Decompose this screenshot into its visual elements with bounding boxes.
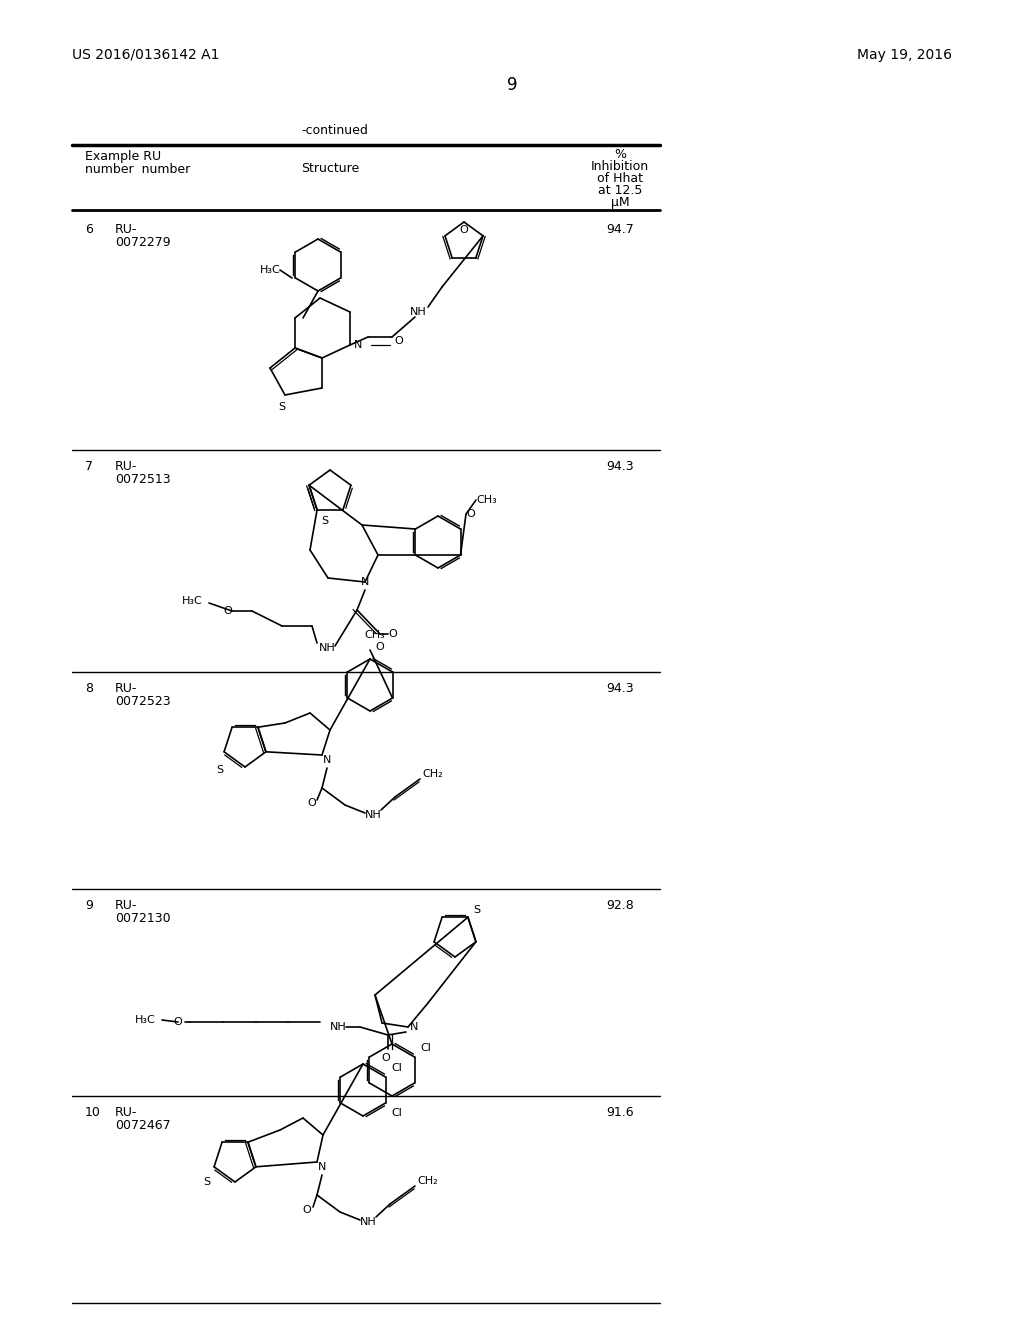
Text: RU-: RU- [115, 223, 137, 236]
Text: Cl: Cl [420, 1043, 431, 1053]
Text: N: N [410, 1022, 419, 1032]
Text: N: N [354, 341, 362, 350]
Text: RU-: RU- [115, 899, 137, 912]
Text: O: O [382, 1053, 390, 1063]
Text: O: O [375, 642, 384, 652]
Text: Cl: Cl [391, 1063, 401, 1073]
Text: S: S [322, 516, 329, 525]
Text: 0072279: 0072279 [115, 236, 171, 249]
Text: H₃C: H₃C [135, 1015, 156, 1026]
Text: 0072513: 0072513 [115, 473, 171, 486]
Text: US 2016/0136142 A1: US 2016/0136142 A1 [72, 48, 219, 62]
Text: -continued: -continued [301, 124, 369, 136]
Text: RU-: RU- [115, 459, 137, 473]
Text: O: O [303, 1205, 311, 1214]
Text: CH₂: CH₂ [422, 770, 442, 779]
Text: Inhibition: Inhibition [591, 160, 649, 173]
Text: O: O [174, 1016, 182, 1027]
Text: O: O [388, 630, 396, 639]
Text: 6: 6 [85, 223, 93, 236]
Text: 94.7: 94.7 [606, 223, 634, 236]
Text: NH: NH [359, 1217, 377, 1228]
Text: RU-: RU- [115, 1106, 137, 1119]
Text: 10: 10 [85, 1106, 101, 1119]
Text: number  number: number number [85, 162, 190, 176]
Text: S: S [279, 403, 286, 412]
Text: CH₃: CH₃ [476, 495, 497, 506]
Text: Structure: Structure [301, 161, 359, 174]
Text: S: S [216, 766, 223, 775]
Text: 0072130: 0072130 [115, 912, 171, 925]
Text: N: N [317, 1162, 327, 1172]
Text: 94.3: 94.3 [606, 459, 634, 473]
Text: 0072467: 0072467 [115, 1119, 171, 1133]
Text: NH: NH [318, 643, 336, 653]
Text: 7: 7 [85, 459, 93, 473]
Text: O: O [394, 337, 402, 346]
Text: S: S [473, 906, 480, 915]
Text: NH: NH [365, 810, 381, 820]
Text: CH₃: CH₃ [365, 630, 385, 640]
Text: O: O [223, 606, 232, 616]
Text: Example RU: Example RU [85, 150, 161, 162]
Text: O: O [460, 224, 468, 235]
Text: of Hhat: of Hhat [597, 172, 643, 185]
Text: μM: μM [610, 195, 630, 209]
Text: 92.8: 92.8 [606, 899, 634, 912]
Text: S: S [204, 1177, 211, 1187]
Text: 0072523: 0072523 [115, 696, 171, 708]
Text: 9: 9 [85, 899, 93, 912]
Text: at 12.5: at 12.5 [598, 183, 642, 197]
Text: 8: 8 [85, 682, 93, 696]
Text: NH: NH [410, 308, 426, 317]
Text: H₃C: H₃C [260, 265, 281, 275]
Text: RU-: RU- [115, 682, 137, 696]
Text: H₃C: H₃C [182, 597, 203, 606]
Text: 91.6: 91.6 [606, 1106, 634, 1119]
Text: %: % [614, 148, 626, 161]
Text: 94.3: 94.3 [606, 682, 634, 696]
Text: O: O [466, 510, 475, 519]
Text: N: N [360, 577, 370, 587]
Text: NH: NH [330, 1022, 346, 1032]
Text: May 19, 2016: May 19, 2016 [857, 48, 952, 62]
Text: O: O [307, 799, 316, 808]
Text: 9: 9 [507, 77, 517, 94]
Text: N: N [323, 755, 331, 766]
Text: Cl: Cl [391, 1107, 402, 1118]
Text: CH₂: CH₂ [417, 1176, 437, 1185]
